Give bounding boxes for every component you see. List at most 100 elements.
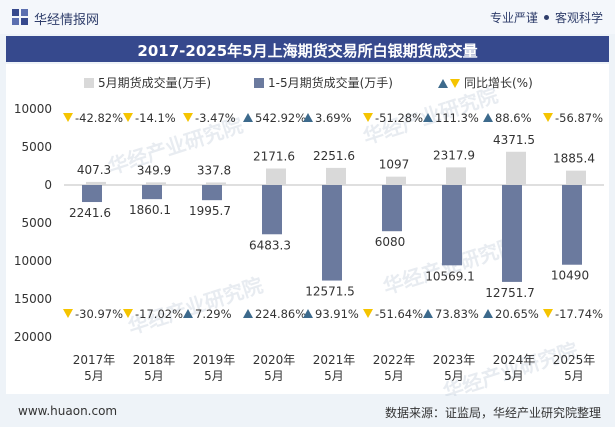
separator-dot [543,15,549,20]
title-bar: 2017-2025年5月上海期货交易所白银期货成交量 [6,36,609,62]
yoy-cumulative-label: -17.02% [135,307,183,321]
yoy-cumulative-label: 73.83% [435,307,479,321]
data-label-cumulative: 1860.1 [129,203,171,217]
data-label-monthly: 2171.6 [253,149,295,163]
yoy-cumulative-label: 224.86% [255,307,306,321]
y-tick-label: 5000 [21,216,52,230]
yoy-cumulative-up-icon [423,309,433,318]
data-label-cumulative: 6483.3 [249,238,291,252]
x-tick-label-year: 2025年 [553,353,596,367]
legend-swatch-monthly [84,78,94,88]
data-label-monthly: 2251.6 [313,149,355,163]
yoy-cumulative-up-icon [483,309,493,318]
x-tick-label-year: 2022年 [373,353,416,367]
x-tick-label-year: 2024年 [493,353,536,367]
bar-monthly [326,167,346,185]
legend-label-yoy: 同比增长(%) [464,76,533,90]
yoy-monthly-down-icon [123,113,133,122]
top-bar: 华经情报网 专业严谨 客观科学 [0,0,615,34]
data-label-monthly: 1097 [379,158,410,172]
yoy-cumulative-up-icon [243,309,253,318]
data-label-monthly: 337.8 [197,163,231,177]
bar-cumulative [142,185,162,200]
bar-monthly [386,176,406,185]
yoy-cumulative-label: 7.29% [195,307,232,321]
data-label-cumulative: 12571.5 [305,285,355,299]
x-tick-label-month: 5月 [384,369,404,383]
data-label-monthly: 349.9 [137,163,171,177]
legend-label-monthly: 5月期货成交量(万手) [98,75,211,90]
yoy-monthly-label: -14.1% [135,111,176,125]
legend-label-cumulative: 1-5月期货成交量(万手) [268,75,393,90]
yoy-monthly-up-icon [423,113,433,122]
yoy-monthly-down-icon [363,113,373,122]
x-tick-label-month: 5月 [324,369,344,383]
bar-cumulative [562,185,582,265]
yoy-monthly-down-icon [63,113,73,122]
x-tick-label-month: 5月 [84,369,104,383]
yoy-monthly-label: -3.47% [195,111,236,125]
y-tick-label: 0 [44,178,52,192]
x-tick-label-month: 5月 [204,369,224,383]
bar-monthly [446,167,466,185]
x-tick-label-year: 2023年 [433,353,476,367]
yoy-monthly-up-icon [243,113,253,122]
legend-up-icon [438,79,448,88]
legend-down-icon [450,79,460,88]
footer: www.huaon.com 数据来源：证监局，华经产业研究院整理 [0,396,615,427]
bar-cumulative [262,185,282,235]
yoy-cumulative-up-icon [303,309,313,318]
yoy-monthly-label: -51.28% [375,111,423,125]
x-tick-label-month: 5月 [444,369,464,383]
bar-monthly [566,170,586,185]
yoy-cumulative-label: -17.74% [555,307,603,321]
yoy-cumulative-down-icon [363,309,373,318]
tag-objective: 客观科学 [554,11,603,25]
bar-cumulative [442,185,462,266]
yoy-monthly-label: 88.6% [495,111,532,125]
bar-cumulative [382,185,402,232]
yoy-monthly-label: 111.3% [435,111,479,125]
bar-monthly [506,151,526,185]
x-tick-label-month: 5月 [144,369,164,383]
y-tick-label: 20000 [14,330,52,344]
data-label-monthly: 4371.5 [493,133,535,147]
bar-monthly [146,182,166,185]
x-tick-label-year: 2019年 [193,353,236,367]
x-tick-label-month: 5月 [264,369,284,383]
y-tick-label: 10000 [14,254,52,268]
bar-cumulative [502,185,522,282]
data-label-cumulative: 2241.6 [69,206,111,220]
yoy-cumulative-down-icon [123,309,133,318]
x-tick-label-year: 2018年 [133,353,176,367]
yoy-cumulative-up-icon [183,309,193,318]
bar-cumulative [322,185,342,281]
yoy-monthly-down-icon [543,113,553,122]
chart-title: 2017-2025年5月上海期货交易所白银期货成交量 [137,42,478,60]
bar-monthly [266,168,286,185]
tag-professional: 专业严谨 [489,11,538,25]
yoy-monthly-label: -56.87% [555,111,603,125]
bar-monthly [86,181,106,185]
yoy-monthly-up-icon [303,113,313,122]
brand-name: 华经情报网 [34,13,100,28]
yoy-cumulative-down-icon [63,309,73,318]
y-tick-label: 15000 [14,292,52,306]
y-tick-label: 5000 [21,140,52,154]
data-label-monthly: 2317.9 [433,148,475,162]
bar-chart: 5月期货成交量(万手) 1-5月期货成交量(万手) 同比增长(%) 10000 5000… [14,75,604,383]
bar-cumulative [202,185,222,201]
data-label-cumulative: 10569.1 [425,269,475,283]
yoy-cumulative-label: -51.64% [375,307,423,321]
x-tick-label-year: 2021年 [313,353,356,367]
data-label-monthly: 1885.4 [553,152,595,166]
y-tick-label: 10000 [14,102,52,116]
yoy-monthly-up-icon [483,113,493,122]
yoy-monthly-label: 3.69% [315,111,352,125]
footer-source: 数据来源：证监局，华经产业研究院整理 [384,406,601,420]
yoy-cumulative-down-icon [543,309,553,318]
data-label-cumulative: 1995.7 [189,204,231,218]
x-tick-label-month: 5月 [564,369,584,383]
data-label-cumulative: 6080 [375,235,406,249]
